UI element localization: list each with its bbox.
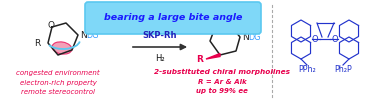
Text: O: O (48, 22, 54, 30)
Text: up to 99% ee: up to 99% ee (196, 88, 248, 94)
Text: N: N (80, 30, 87, 39)
Text: PPh₂: PPh₂ (298, 64, 316, 74)
Text: electron-rich property: electron-rich property (20, 79, 96, 86)
Text: SKP-Rh: SKP-Rh (143, 31, 177, 40)
Text: R: R (196, 54, 203, 64)
Text: R: R (34, 39, 40, 47)
Text: O: O (212, 18, 218, 28)
Text: 2-substituted chiral morpholines: 2-substituted chiral morpholines (154, 69, 290, 75)
Text: H₂: H₂ (155, 54, 165, 63)
Text: DG: DG (86, 32, 98, 41)
Text: congested environment: congested environment (16, 70, 100, 76)
Text: Ph₂P: Ph₂P (334, 64, 352, 74)
Polygon shape (206, 54, 220, 59)
Text: O: O (312, 35, 318, 43)
Text: O: O (332, 35, 338, 43)
FancyBboxPatch shape (85, 2, 261, 34)
Ellipse shape (52, 42, 72, 54)
Text: remote stereocontrol: remote stereocontrol (21, 89, 95, 95)
Text: R = Ar & Alk: R = Ar & Alk (198, 79, 246, 85)
Text: N: N (242, 33, 249, 41)
Text: bearing a large bite angle: bearing a large bite angle (104, 14, 242, 22)
Text: DG: DG (248, 33, 260, 43)
